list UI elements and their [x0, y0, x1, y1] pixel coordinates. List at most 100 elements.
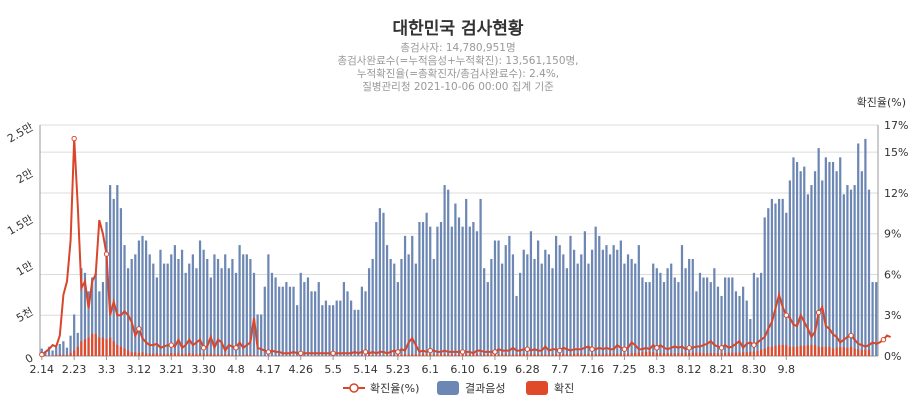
bar-negative [788, 180, 791, 356]
bar-negative [278, 286, 281, 356]
bar-negative [648, 282, 651, 356]
bar-positive [490, 354, 493, 356]
bar-negative [436, 226, 439, 356]
bar-positive [501, 354, 504, 356]
bar-positive [813, 344, 817, 356]
right-tick-label: 9% [884, 228, 901, 241]
legend-rate-marker [349, 383, 359, 393]
bar-negative [544, 249, 547, 356]
legend-negative-swatch [437, 381, 459, 395]
bar-positive [134, 352, 137, 356]
bar-negative [447, 189, 450, 356]
bar-negative [389, 258, 392, 356]
bar-positive [666, 353, 669, 356]
bar-negative [511, 254, 515, 356]
bar-negative [813, 171, 817, 356]
bar-positive [177, 352, 180, 356]
bar-negative [332, 305, 335, 356]
bar-negative [684, 268, 687, 356]
bar-negative [98, 291, 101, 356]
bar-positive [644, 351, 648, 356]
bar-negative [554, 235, 558, 356]
bar-negative [580, 254, 583, 356]
bar-positive [511, 354, 515, 356]
bar-negative [652, 263, 655, 356]
bar-positive [58, 354, 61, 356]
bar-negative [260, 314, 263, 356]
left-tick-label: 2만 [14, 167, 35, 187]
bar-positive [184, 353, 187, 356]
bar-negative [529, 231, 533, 356]
rate-point [815, 309, 822, 316]
bar-positive [716, 353, 720, 356]
bar-positive [486, 354, 489, 356]
bar-negative [47, 346, 51, 356]
bar-negative [202, 249, 205, 356]
bar-negative [673, 277, 676, 356]
bar-negative [688, 258, 691, 356]
bar-positive [457, 354, 461, 356]
rate-point [459, 349, 466, 355]
bar-negative [501, 263, 504, 356]
bar-negative [537, 240, 540, 356]
bar-negative [134, 254, 137, 356]
bar-positive [188, 353, 191, 356]
bar-negative [288, 286, 292, 356]
rate-point [751, 342, 757, 348]
bar-positive [795, 346, 799, 356]
rate-point [103, 251, 110, 257]
bar-positive [206, 354, 209, 356]
bar-negative [127, 268, 130, 356]
bar-positive [69, 353, 72, 356]
right-tick-label: 15% [884, 146, 908, 159]
bar-positive [587, 353, 590, 356]
bar-negative [418, 222, 421, 356]
bar-positive [626, 353, 630, 356]
bar-negative [655, 268, 658, 356]
bar-negative [680, 245, 684, 356]
bar-positive [55, 354, 58, 356]
bar-positive [558, 354, 561, 356]
bar-negative [162, 263, 166, 356]
bar-positive [709, 353, 712, 356]
bar-negative [777, 198, 781, 356]
legend-label-negative: 결과음성 [465, 382, 505, 395]
bar-negative [565, 268, 569, 356]
right-tick-label: 3% [884, 309, 901, 322]
bar-negative [828, 161, 831, 356]
bar-positive [123, 348, 126, 356]
rate-point [557, 347, 563, 354]
bar-positive [691, 352, 694, 356]
bar-negative [421, 222, 425, 356]
bar-positive [828, 346, 831, 356]
bar-positive [857, 349, 860, 356]
bar-positive [238, 355, 241, 356]
bar-positive [731, 352, 734, 356]
bar-negative [119, 208, 123, 356]
bar-negative [637, 245, 640, 356]
bar-negative [346, 291, 349, 356]
bar-negative [166, 263, 169, 356]
bar-negative [170, 254, 173, 356]
bar-positive [94, 333, 97, 356]
bar-positive [713, 353, 716, 356]
bar-negative [666, 268, 669, 356]
bar-positive [698, 352, 702, 356]
bar-negative [209, 277, 212, 356]
bar-positive [483, 354, 486, 356]
x-tick-label: 3.21 [159, 363, 184, 376]
bar-negative [533, 258, 536, 356]
bar-positive [411, 354, 414, 356]
right-tick-label: 12% [884, 187, 908, 200]
bar-negative [799, 171, 802, 356]
bar-negative [367, 268, 371, 356]
bar-negative [767, 208, 770, 356]
bar-negative [540, 263, 543, 356]
bar-negative [824, 157, 827, 356]
bar-negative [141, 235, 144, 356]
bar-positive [432, 354, 435, 356]
bar-negative [817, 148, 820, 356]
bar-positive [439, 354, 443, 356]
bar-negative [159, 249, 162, 356]
bar-negative [792, 157, 795, 356]
